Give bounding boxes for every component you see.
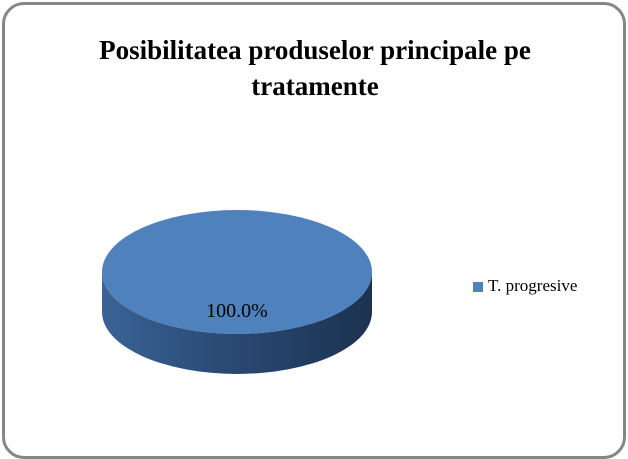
chart-title: Posibilitatea produselor principale pe t… [99, 35, 531, 101]
data-label: 100.0% [206, 300, 268, 322]
slice-side [102, 272, 372, 374]
legend-swatch [473, 282, 483, 292]
legend-label: T. progresive [488, 276, 577, 295]
slice [102, 210, 372, 334]
